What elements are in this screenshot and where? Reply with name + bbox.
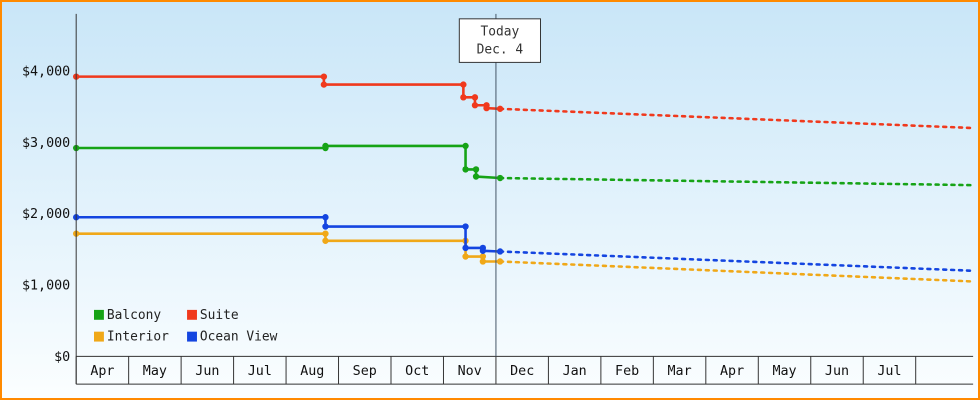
data-point-ocean-view [479, 247, 487, 254]
x-tick-label: Aug [300, 364, 324, 379]
legend-swatch-suite [187, 309, 197, 320]
x-tick-label: Jul [877, 364, 901, 379]
x-tick-label: May [772, 364, 796, 379]
data-point-ocean-view [322, 214, 329, 221]
x-tick-label: Jul [248, 364, 272, 379]
x-tick-label: May [143, 364, 167, 379]
y-tick-label: $1,000 [22, 279, 70, 294]
x-tick-label: Dec [510, 364, 534, 379]
data-point-ocean-view [322, 223, 329, 230]
x-tick-label: Jun [195, 364, 219, 379]
legend-label-balcony: Balcony [107, 308, 161, 323]
data-point-interior [322, 230, 329, 237]
series-line-interior [76, 232, 501, 263]
today-box-line1: Today [481, 25, 520, 40]
data-point-suite [320, 81, 328, 88]
data-point-balcony [462, 142, 469, 150]
x-tick-label: Sep [353, 364, 377, 379]
data-point-suite [496, 105, 504, 112]
y-tick-label: $4,000 [22, 64, 70, 79]
legend-swatch-balcony [94, 309, 104, 320]
x-tick-label: Jun [825, 364, 849, 379]
today-box-line2: Dec. 4 [477, 42, 524, 57]
data-point-suite [471, 102, 479, 109]
data-point-suite [320, 73, 328, 80]
x-tick-label: Oct [405, 364, 429, 379]
data-point-balcony [462, 166, 469, 173]
forecast-line-ocean-view [498, 250, 975, 273]
data-point-balcony [496, 174, 504, 182]
x-tick-label: Apr [720, 364, 744, 379]
forecast-line-suite [498, 107, 975, 130]
data-point-ocean-view [462, 244, 469, 252]
x-tick-label: Mar [668, 364, 692, 379]
x-tick-label: Feb [615, 364, 639, 379]
data-point-ocean-view [496, 248, 504, 255]
data-point-suite [460, 94, 467, 101]
series-line-balcony [76, 144, 501, 180]
forecast-line-interior [498, 260, 975, 283]
data-point-interior [462, 253, 469, 260]
y-tick-label: $0 [54, 350, 70, 365]
data-point-interior [479, 253, 487, 260]
y-tick-label: $2,000 [22, 207, 70, 222]
series-line-suite [76, 75, 501, 111]
x-tick-label: Apr [90, 364, 114, 379]
data-point-balcony [472, 166, 480, 173]
data-point-suite [460, 81, 467, 88]
legend-label-interior: Interior [107, 330, 169, 345]
legend-label-suite: Suite [200, 308, 239, 323]
y-tick-label: $3,000 [22, 136, 70, 151]
legend-label-ocean-view: Ocean View [200, 330, 278, 345]
data-point-interior [479, 258, 487, 265]
forecast-line-balcony [498, 176, 975, 187]
x-tick-label: Nov [458, 364, 482, 379]
data-point-ocean-view [462, 223, 469, 230]
data-point-suite [483, 104, 490, 112]
data-point-interior [496, 258, 504, 265]
x-tick-label: Jan [563, 364, 587, 379]
data-point-balcony [322, 142, 329, 150]
data-point-balcony [472, 173, 480, 180]
data-point-interior [322, 237, 329, 244]
legend-swatch-interior [94, 331, 104, 342]
legend-swatch-ocean-view [187, 331, 197, 342]
data-point-suite [471, 94, 479, 101]
today-box [458, 18, 541, 63]
